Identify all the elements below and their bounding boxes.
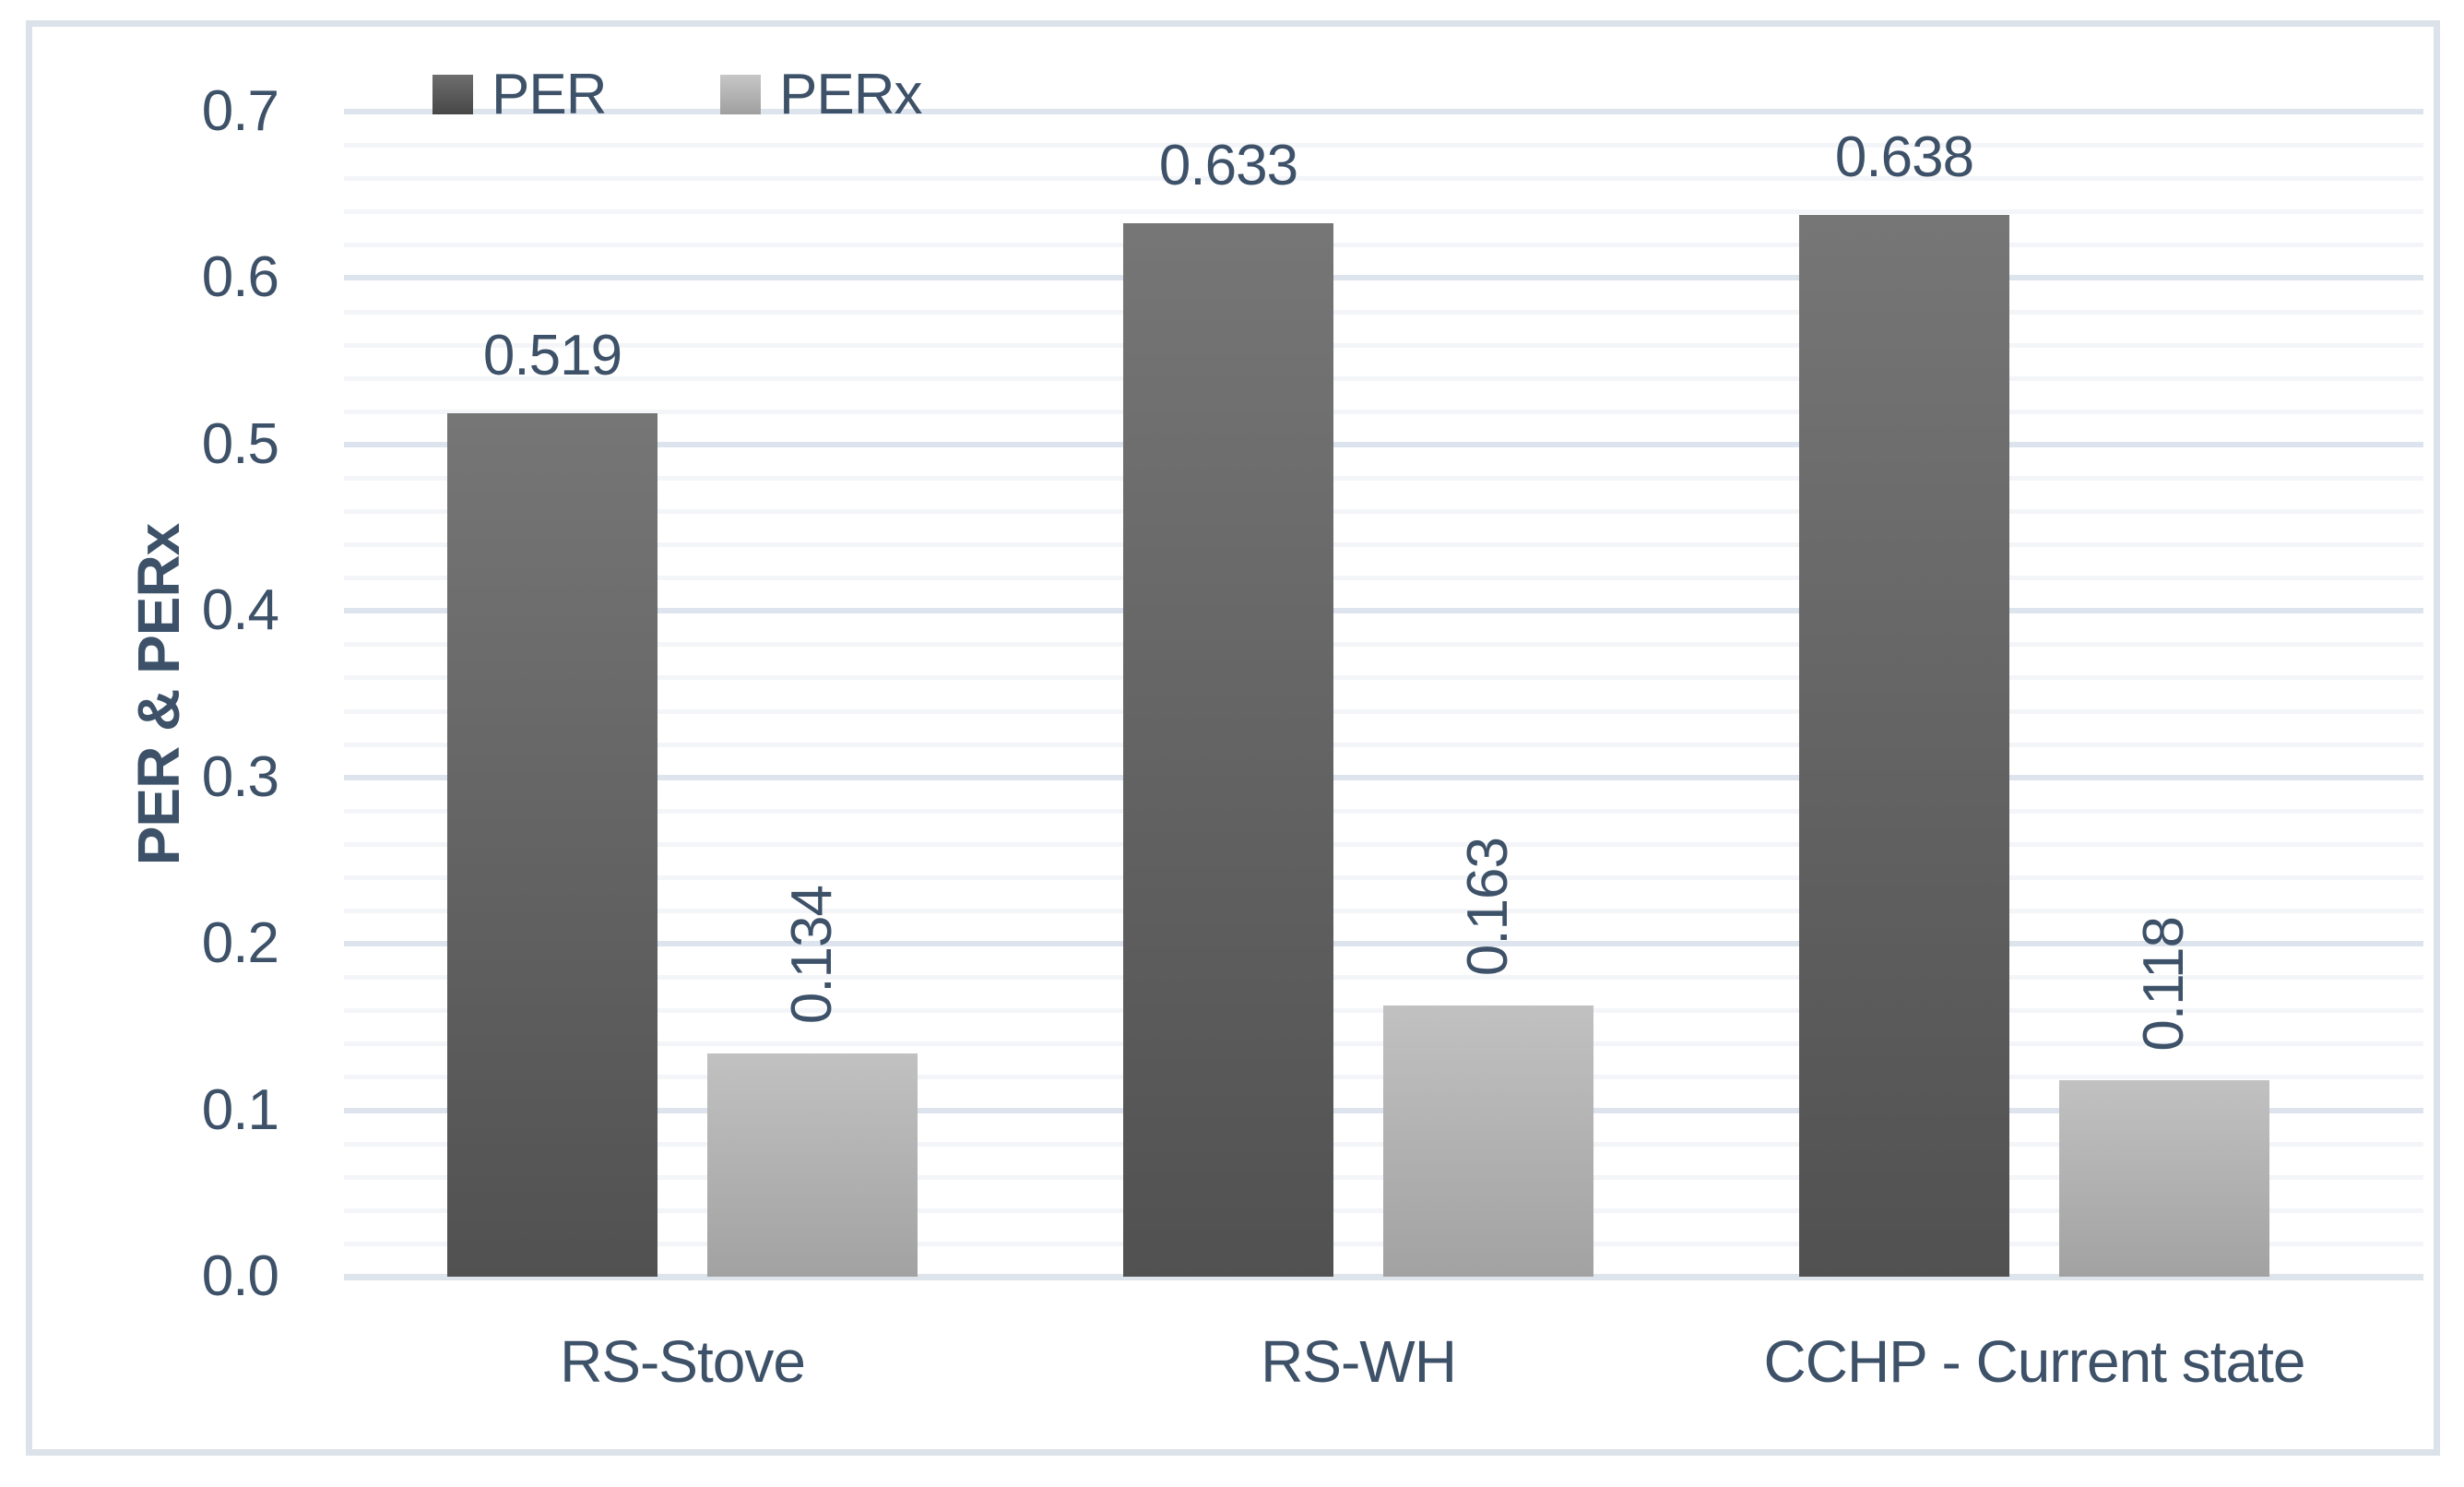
y-axis-title: PER & PERx — [125, 523, 192, 866]
gridline-major-0.2 — [344, 941, 2423, 947]
x-axis-line — [344, 1274, 2423, 1280]
gridline-minor — [344, 708, 2423, 714]
gridline-major-0.6 — [344, 275, 2423, 281]
y-tick-label-0.1: 0.1 — [201, 1077, 279, 1142]
gridline-minor — [344, 808, 2423, 814]
gridline-minor — [344, 576, 2423, 581]
gridline-major-0.3 — [344, 774, 2423, 780]
gridline-minor — [344, 742, 2423, 747]
bar-PERx-RS-Stove — [707, 1053, 918, 1277]
gridline-minor — [344, 409, 2423, 414]
gridline-minor — [344, 509, 2423, 515]
gridline-minor — [344, 375, 2423, 381]
gridline-minor — [344, 176, 2423, 182]
legend-swatch-PERx — [720, 74, 761, 114]
gridline-major-0.5 — [344, 441, 2423, 447]
bar-PER-RS-WH — [1123, 222, 1333, 1277]
y-tick-label-0.6: 0.6 — [201, 245, 279, 310]
bar-PERx-RS-WH — [1383, 1005, 1593, 1277]
data-label-PER-RS-WH: 0.633 — [1158, 133, 1298, 197]
gridline-minor — [344, 342, 2423, 348]
legend-item-PERx: PERx — [720, 63, 922, 126]
gridline-minor — [344, 475, 2423, 481]
data-label-PERx-RS-WH: 0.163 — [1456, 837, 1520, 976]
y-tick-label-0.2: 0.2 — [201, 911, 279, 976]
category-label-3: CCHP - Current state — [1763, 1328, 2306, 1395]
legend-swatch-PER — [432, 74, 473, 114]
data-label-PER-CCHP - Current state: 0.638 — [1834, 125, 1974, 189]
category-label-1: RS-Stove — [560, 1328, 806, 1395]
gridline-minor — [344, 909, 2423, 914]
y-tick-label-0.3: 0.3 — [201, 744, 279, 809]
gridline-minor — [344, 841, 2423, 847]
gridline-minor — [344, 143, 2423, 149]
gridline-major-0.7 — [344, 109, 2423, 114]
gridline-minor — [344, 975, 2423, 981]
legend-item-PER: PER — [432, 63, 607, 126]
bar-PER-CCHP - Current state — [1799, 214, 2009, 1277]
gridline-minor — [344, 542, 2423, 548]
gridline-minor — [344, 209, 2423, 215]
data-label-PERx-CCHP - Current state: 0.118 — [2132, 916, 2196, 1052]
legend-label-PERx: PERx — [779, 62, 922, 126]
gridline-minor — [344, 309, 2423, 315]
gridline-minor — [344, 874, 2423, 880]
gridline-minor — [344, 642, 2423, 648]
legend-label-PER: PER — [492, 62, 607, 126]
gridline-minor — [344, 675, 2423, 681]
gridline-minor — [344, 243, 2423, 248]
y-tick-label-0.4: 0.4 — [201, 578, 279, 643]
gridline-major-0.4 — [344, 608, 2423, 614]
y-tick-label-0.0: 0.0 — [201, 1244, 279, 1308]
y-tick-label-0.7: 0.7 — [201, 79, 279, 143]
data-label-PERx-RS-Stove: 0.134 — [780, 886, 844, 1025]
category-label-2: RS-WH — [1261, 1328, 1457, 1395]
bar-PERx-CCHP - Current state — [2059, 1080, 2269, 1277]
y-tick-label-0.5: 0.5 — [201, 411, 279, 476]
data-label-PER-RS-Stove: 0.519 — [482, 323, 622, 387]
bar-PER-RS-Stove — [447, 412, 657, 1277]
